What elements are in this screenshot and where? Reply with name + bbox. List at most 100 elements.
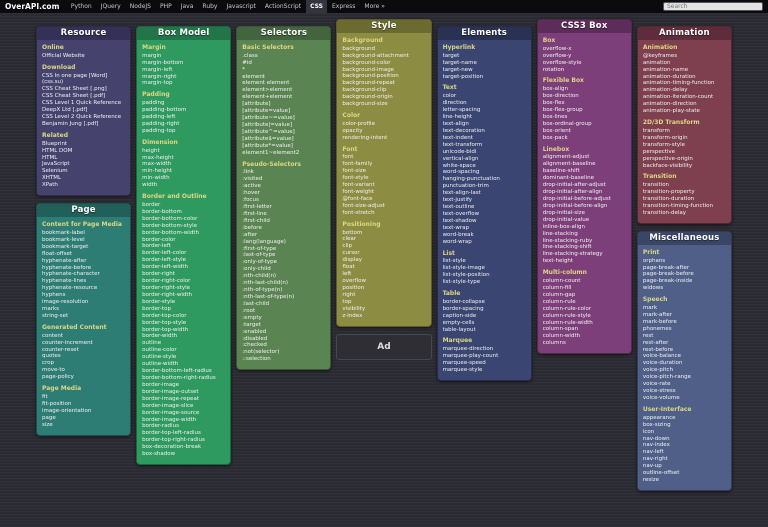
- item-link[interactable]: max-width: [142, 161, 172, 168]
- item-link[interactable]: box-ordinal-group: [542, 120, 592, 127]
- item-link[interactable]: animation-play-state: [642, 108, 700, 115]
- item-link[interactable]: :disabled: [242, 335, 268, 342]
- item-link[interactable]: border-style: [142, 298, 176, 305]
- item-link[interactable]: :nth-last-child(n): [242, 280, 288, 287]
- item-link[interactable]: direction: [442, 100, 467, 107]
- item-link[interactable]: box-flex: [542, 100, 565, 107]
- item-link[interactable]: z-index: [342, 312, 363, 319]
- item-link[interactable]: nav-left: [642, 449, 664, 456]
- item-link[interactable]: text-height: [542, 258, 574, 265]
- item-link[interactable]: column-rule-color: [542, 305, 592, 312]
- item-link[interactable]: list-style: [442, 258, 466, 265]
- item-link[interactable]: transition: [642, 182, 670, 189]
- item-link[interactable]: marks: [42, 306, 60, 313]
- item-link[interactable]: text-overflow: [442, 210, 480, 217]
- item-link[interactable]: box-align: [542, 86, 569, 93]
- item-link[interactable]: hyphenate-lines: [42, 278, 87, 285]
- item-link[interactable]: target: [442, 52, 460, 59]
- item-link[interactable]: drop-initial-value: [542, 216, 590, 223]
- item-link[interactable]: width: [142, 182, 158, 189]
- item-link[interactable]: element+element: [242, 94, 293, 101]
- item-link[interactable]: word-spacing: [442, 169, 480, 176]
- item-link[interactable]: top: [342, 298, 352, 305]
- item-link[interactable]: font-stretch: [342, 209, 375, 216]
- item-link[interactable]: string-set: [42, 313, 69, 319]
- item-link[interactable]: baseline-shift: [542, 168, 580, 175]
- item-link[interactable]: padding-left: [142, 114, 176, 121]
- item-link[interactable]: :only-of-type: [242, 259, 278, 266]
- item-link[interactable]: XPath: [42, 182, 58, 189]
- item-link[interactable]: border-right-style: [142, 285, 191, 291]
- item-link[interactable]: :nth-child(n): [242, 273, 277, 280]
- item-link[interactable]: marquee-direction: [442, 346, 494, 353]
- item-link[interactable]: bookmark-target: [42, 243, 89, 250]
- item-link[interactable]: bookmark-level: [42, 236, 85, 243]
- item-link[interactable]: mark: [642, 305, 658, 312]
- item-link[interactable]: size: [42, 421, 53, 428]
- item-link[interactable]: table-layout: [442, 326, 476, 333]
- item-link[interactable]: right: [342, 291, 356, 298]
- item-link[interactable]: Selenium: [42, 168, 68, 175]
- item-link[interactable]: border-top-style: [142, 319, 187, 326]
- item-link[interactable]: line-stacking-strategy: [542, 251, 603, 258]
- item-link[interactable]: :focus: [242, 197, 259, 204]
- item-link[interactable]: Blueprint: [42, 140, 68, 147]
- item-link[interactable]: hyphens: [42, 292, 66, 299]
- item-link[interactable]: [attribute|=value]: [242, 122, 293, 129]
- item-link[interactable]: :checked: [242, 342, 267, 349]
- item-link[interactable]: overflow: [342, 278, 367, 284]
- nav-item-python[interactable]: Python: [70, 3, 92, 10]
- nav-item-ruby[interactable]: Ruby: [202, 3, 218, 10]
- item-link[interactable]: text-outline: [442, 204, 475, 211]
- item-link[interactable]: position: [342, 284, 365, 291]
- item-link[interactable]: cursor: [342, 250, 360, 257]
- item-link[interactable]: rotation: [542, 66, 565, 73]
- item-link[interactable]: :enabled: [242, 328, 267, 335]
- item-link[interactable]: :link: [242, 169, 254, 176]
- item-link[interactable]: animation-direction: [642, 101, 697, 108]
- item-link[interactable]: line-stacking-ruby: [542, 237, 593, 244]
- item-link[interactable]: text-indent: [442, 134, 473, 141]
- item-link[interactable]: float: [342, 264, 355, 271]
- item-link[interactable]: min-height: [142, 168, 173, 175]
- item-link[interactable]: clip: [342, 243, 352, 250]
- item-link[interactable]: hanging-punctuation: [442, 176, 500, 183]
- item-link[interactable]: nav-up: [642, 463, 662, 470]
- item-link[interactable]: rest-after: [642, 339, 669, 346]
- item-link[interactable]: transition-timing-function: [642, 202, 714, 209]
- item-link[interactable]: visibility: [342, 305, 366, 312]
- item-link[interactable]: voice-balance: [642, 353, 682, 360]
- item-link[interactable]: border: [142, 201, 161, 208]
- item-link[interactable]: line-stacking-shift: [542, 244, 592, 251]
- item-link[interactable]: border-image-outset: [142, 388, 199, 395]
- item-link[interactable]: [attribute^=value]: [242, 128, 295, 135]
- item-link[interactable]: widows: [642, 285, 664, 292]
- item-link[interactable]: transform-style: [642, 141, 685, 148]
- item-link[interactable]: column-rule-style: [542, 312, 591, 319]
- item-link[interactable]: clear: [342, 236, 356, 243]
- item-link[interactable]: animation: [642, 59, 671, 66]
- item-link[interactable]: fit: [42, 393, 48, 400]
- item-link[interactable]: text-wrap: [442, 224, 470, 231]
- item-link[interactable]: [attribute=value]: [242, 108, 291, 115]
- item-link[interactable]: font: [342, 154, 354, 161]
- item-link[interactable]: margin-left: [142, 66, 173, 73]
- item-link[interactable]: text-decoration: [442, 127, 485, 134]
- item-link[interactable]: quotes: [42, 353, 61, 360]
- item-link[interactable]: border-top: [142, 305, 171, 312]
- item-link[interactable]: page-break-before: [642, 271, 694, 278]
- item-link[interactable]: :nth-last-of-type(n): [242, 294, 295, 301]
- item-link[interactable]: marquee-speed: [442, 360, 486, 367]
- item-link[interactable]: color-profile: [342, 120, 375, 127]
- item-link[interactable]: overflow-y: [542, 52, 572, 59]
- item-link[interactable]: column-fill: [542, 284, 572, 291]
- item-link[interactable]: punctuation-trim: [442, 183, 489, 190]
- item-link[interactable]: Official Website: [42, 52, 85, 59]
- item-link[interactable]: hyphenate-after: [42, 257, 87, 264]
- item-link[interactable]: border-right-color: [142, 278, 191, 285]
- item-link[interactable]: border-bottom-width: [142, 229, 199, 236]
- item-link[interactable]: box-orient: [542, 127, 571, 134]
- item-link[interactable]: drop-initial-after-adjust: [542, 182, 606, 189]
- search-input[interactable]: [663, 2, 763, 11]
- item-link[interactable]: background-origin: [342, 94, 393, 101]
